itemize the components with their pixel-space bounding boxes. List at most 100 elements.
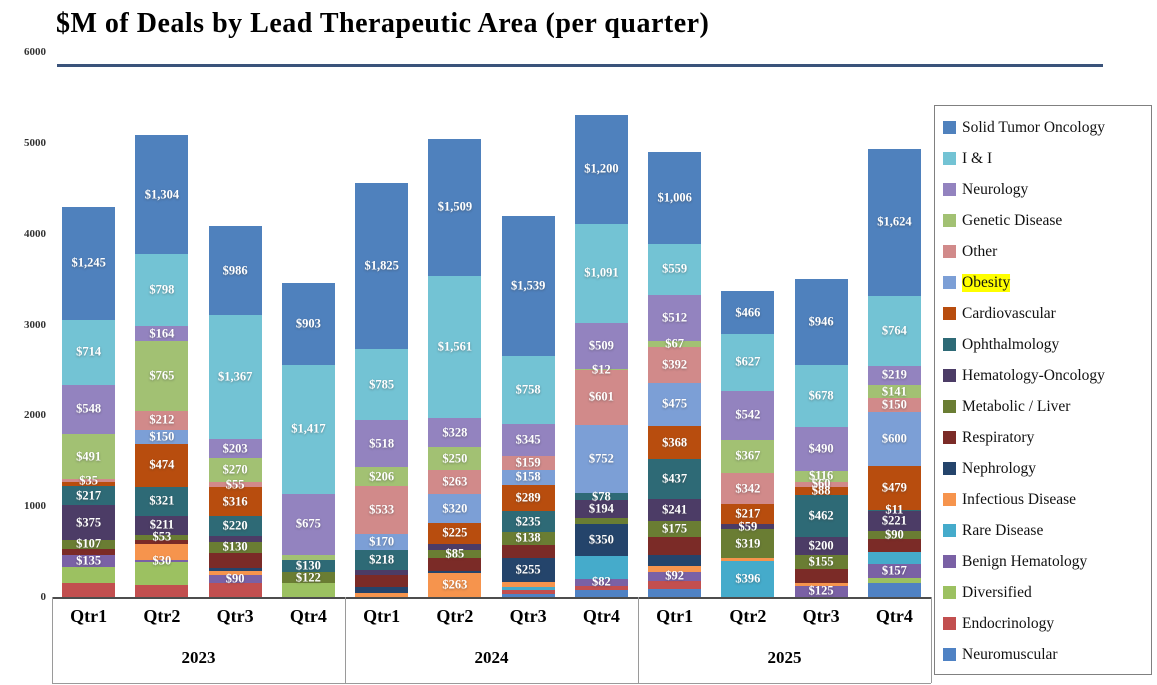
- bar-segment: $1,091: [574, 223, 628, 323]
- bar-segment-label: $107: [76, 536, 102, 551]
- bar-segment-label: $1,245: [71, 255, 106, 270]
- bar-segment: $600: [867, 411, 921, 467]
- bar-segment-label: $59: [738, 519, 758, 534]
- bar-segment: $88: [794, 484, 848, 498]
- bar-segment-label: $122: [295, 570, 321, 585]
- bar-segment-label: $518: [369, 436, 395, 451]
- bar-segment: $255: [501, 558, 555, 582]
- bar-2024-qtr2: $1,509 $1,561 $328 $250 $263 $320 $225 $85 $263: [428, 138, 482, 597]
- bar-segment-label: $170: [369, 534, 395, 549]
- y-tick-label: 2000: [24, 409, 46, 422]
- legend-swatch: [943, 555, 956, 568]
- bar-segment-label: $479: [881, 480, 907, 495]
- bar-segment: $785: [355, 349, 409, 421]
- legend-label: Obesity: [962, 273, 1011, 292]
- bar-segment: $1,367: [208, 315, 262, 440]
- legend-label: Nephrology: [962, 459, 1037, 477]
- bar-segment: $12: [574, 362, 628, 376]
- bar-segment: $217: [62, 485, 116, 506]
- bar-segment: $1,509: [428, 138, 482, 276]
- y-tick-label: 6000: [24, 46, 46, 58]
- bar-segment: $125: [794, 584, 848, 598]
- bar-segment: $368: [648, 425, 702, 460]
- legend-item: Hematology-Oncology: [943, 360, 1151, 391]
- bar-segment-label: $1,091: [584, 265, 619, 280]
- bar-segment-label: $548: [76, 401, 102, 416]
- bar-segment-label: $60: [811, 476, 831, 491]
- chart-legend: Solid Tumor Oncology I & I Neurology Geneti…: [934, 105, 1152, 675]
- axis-border: [638, 597, 639, 683]
- legend-item: Genetic Disease: [943, 205, 1151, 236]
- bar-segment: $350: [574, 524, 628, 556]
- quarter-label: Qtr2: [143, 606, 181, 626]
- legend-swatch: [943, 121, 956, 134]
- bar-segment: $221: [867, 510, 921, 531]
- bar-segment: $55: [208, 477, 262, 491]
- legend-item: Solid Tumor Oncology: [943, 112, 1151, 143]
- bar-segment-label: $462: [808, 508, 834, 523]
- bar-segment-label: $1,417: [291, 421, 326, 436]
- bar-segment: $509: [574, 322, 628, 370]
- axis-border: [52, 597, 53, 683]
- bar-segment: $220: [208, 516, 262, 537]
- bar-segment: $122: [281, 570, 335, 585]
- bar-segment: $59: [721, 519, 775, 533]
- bar-segment-label: $135: [76, 553, 102, 568]
- x-axis-line: [52, 597, 931, 599]
- bar-segment: $345: [501, 424, 555, 456]
- bar-segment: $135: [62, 553, 116, 568]
- bar-segment: [62, 482, 116, 486]
- bar-segment: $90: [208, 572, 262, 586]
- bar-segment: $714: [62, 319, 116, 385]
- bar-segment: [135, 562, 189, 586]
- bar-segment: [867, 577, 921, 584]
- legend-label: Hematology-Oncology: [962, 366, 1105, 384]
- bar-segment: $342: [721, 473, 775, 505]
- legend-item: Endocrinology: [943, 608, 1151, 639]
- bar-segment: [208, 567, 262, 572]
- bar-segment-label: $211: [149, 517, 175, 532]
- bar-segment-label: $67: [665, 336, 684, 351]
- legend-item: Cardiovascular: [943, 298, 1151, 329]
- bar-2023-qtr2: $1,304 $798 $164 $765 $212 $150 $474 $321 $211 $5…: [135, 135, 189, 597]
- legend-label: Genetic Disease: [962, 211, 1063, 229]
- axis-border: [52, 683, 931, 684]
- title-underline: [57, 64, 1103, 67]
- bar-segment: $194: [574, 500, 628, 518]
- bar-segment: $289: [501, 484, 555, 511]
- bar-segment-label: $345: [515, 432, 541, 447]
- legend-label: Respiratory: [962, 428, 1035, 446]
- bar-segment-label: $491: [76, 449, 102, 464]
- bar-segment-label: $533: [369, 502, 395, 517]
- bar-segment-label: $675: [295, 516, 321, 531]
- bar-segment: [574, 517, 628, 525]
- bar-segment: $159: [501, 456, 555, 471]
- chart-title: $M of Deals by Lead Therapeutic Area (pe…: [56, 8, 710, 39]
- bar-segment-label: $601: [588, 389, 614, 404]
- bar-segment-label: $765: [149, 368, 175, 383]
- bar-segment-label: $542: [735, 407, 761, 422]
- legend-item: I & I: [943, 143, 1151, 174]
- bar-segment-label: $175: [662, 521, 688, 536]
- bar-segment-label: $946: [808, 314, 834, 329]
- year-label: 2025: [767, 648, 802, 667]
- bar-segment-label: $1,561: [437, 339, 473, 354]
- bar-segment-label: $785: [369, 377, 395, 392]
- bar-segment: [721, 558, 775, 561]
- bar-segment: $1,539: [501, 215, 555, 356]
- legend-label: Neurology: [962, 180, 1029, 198]
- bar-segment-label: $150: [149, 429, 175, 444]
- legend-swatch: [943, 462, 956, 475]
- bar-segment-label: $1,509: [437, 199, 473, 214]
- legend-item: Obesity: [943, 267, 1151, 298]
- bar-segment-label: $55: [225, 477, 245, 492]
- legend-swatch: [943, 493, 956, 506]
- bar-segment-label: $194: [588, 501, 614, 516]
- bar-segment: $319: [721, 529, 775, 559]
- legend-swatch: [943, 524, 956, 537]
- bar-segment: [794, 582, 848, 586]
- quarter-label: Qtr3: [509, 606, 547, 626]
- bar-segment: $479: [867, 466, 921, 510]
- bar-segment: $212: [135, 410, 189, 430]
- bar-segment-label: $512: [662, 310, 688, 325]
